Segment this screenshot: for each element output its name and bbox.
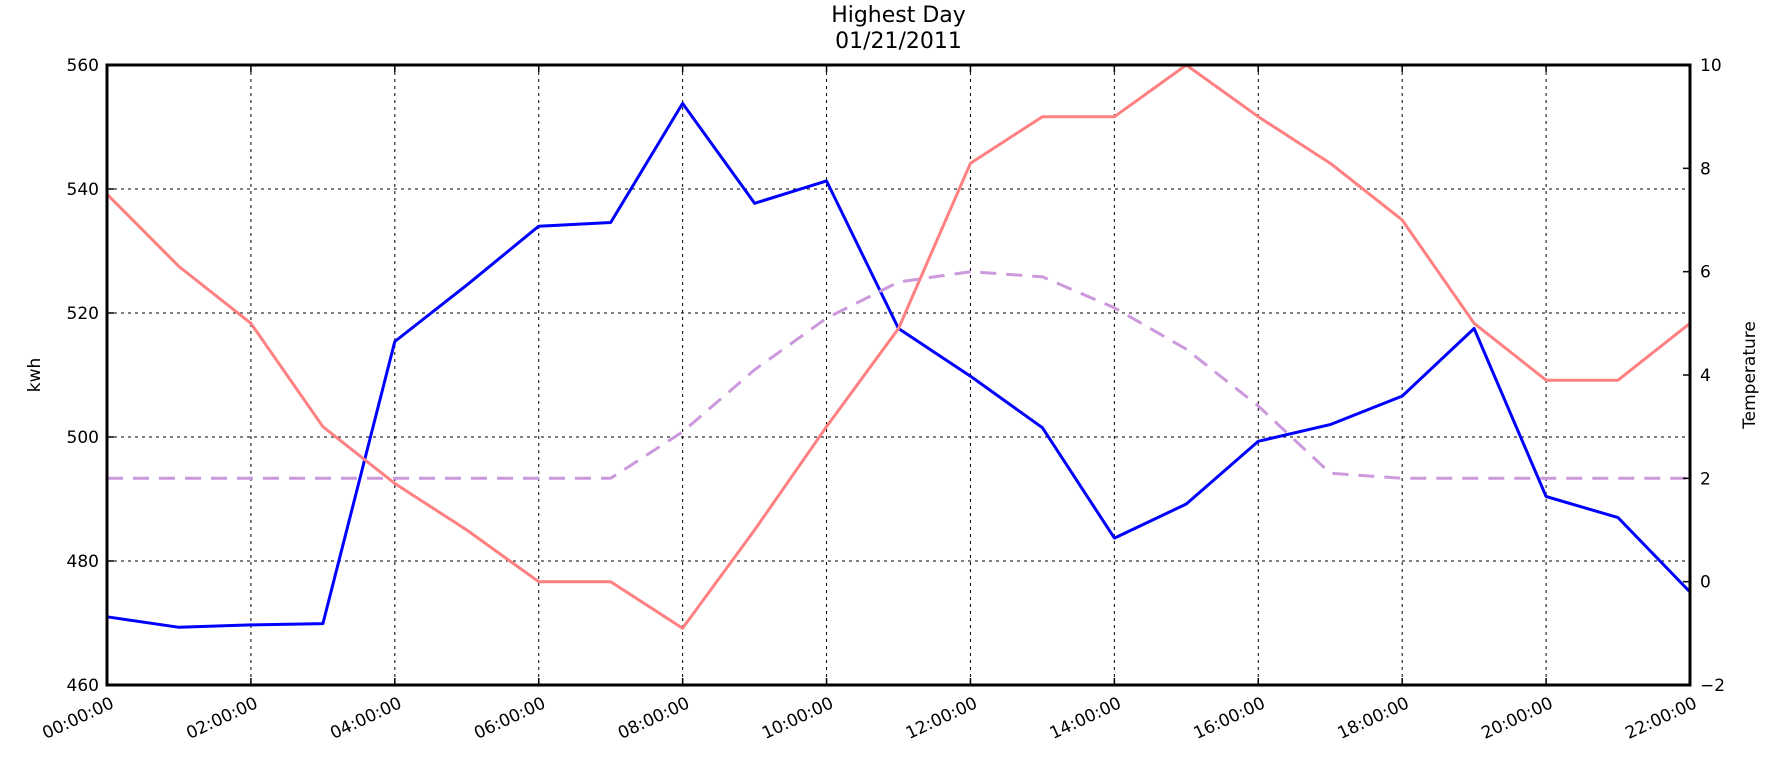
y-tick-label: 520 bbox=[67, 304, 99, 324]
x-tick-label: 22:00:00 bbox=[1622, 693, 1700, 743]
x-tick-label: 18:00:00 bbox=[1335, 693, 1413, 743]
y2-tick-label: 6 bbox=[1700, 263, 1711, 283]
y2-tick-label: 0 bbox=[1700, 573, 1711, 593]
x-tick-label: 06:00:00 bbox=[471, 693, 549, 743]
y-tick-label: 500 bbox=[67, 428, 99, 448]
series-line-1 bbox=[106, 101, 1692, 629]
y-axis-label: kwh bbox=[25, 358, 45, 393]
y2-tick-label: −2 bbox=[1700, 676, 1725, 696]
chart-subtitle: 01/21/2011 bbox=[835, 29, 962, 54]
x-tick-label: 14:00:00 bbox=[1047, 693, 1125, 743]
y2-axis-label: Temperature bbox=[1740, 321, 1760, 430]
x-tick-label: 08:00:00 bbox=[615, 693, 693, 743]
series-line-2 bbox=[105, 63, 1691, 630]
grid-layer bbox=[107, 65, 1690, 685]
x-tick-label: 16:00:00 bbox=[1191, 693, 1269, 743]
x-tick-label: 04:00:00 bbox=[327, 693, 405, 743]
series-line-3 bbox=[107, 270, 1690, 480]
plot-frame bbox=[105, 63, 1692, 687]
y-tick-label: 540 bbox=[67, 180, 99, 200]
y-tick-label: 480 bbox=[67, 552, 99, 572]
series-layer bbox=[105, 63, 1692, 630]
y-tick-label: 560 bbox=[67, 56, 99, 76]
labels-layer: 00:00:00 02:00:00 04:00:00 06:00:00 08:00:00… bbox=[39, 56, 1725, 744]
chart-title: Highest Day bbox=[831, 3, 966, 28]
x-tick-label: 00:00:00 bbox=[39, 693, 117, 743]
y2-tick-label: 2 bbox=[1700, 469, 1711, 489]
x-tick-label: 02:00:00 bbox=[183, 693, 261, 743]
y2-tick-label: 10 bbox=[1700, 56, 1722, 76]
x-tick-label: 12:00:00 bbox=[903, 693, 981, 743]
x-tick-label: 20:00:00 bbox=[1479, 693, 1557, 743]
y2-tick-label: 8 bbox=[1700, 159, 1711, 179]
y2-tick-label: 4 bbox=[1700, 366, 1711, 386]
x-tick-label: 10:00:00 bbox=[759, 693, 837, 743]
y-tick-label: 460 bbox=[67, 676, 99, 696]
ticks-layer bbox=[106, 64, 1691, 686]
